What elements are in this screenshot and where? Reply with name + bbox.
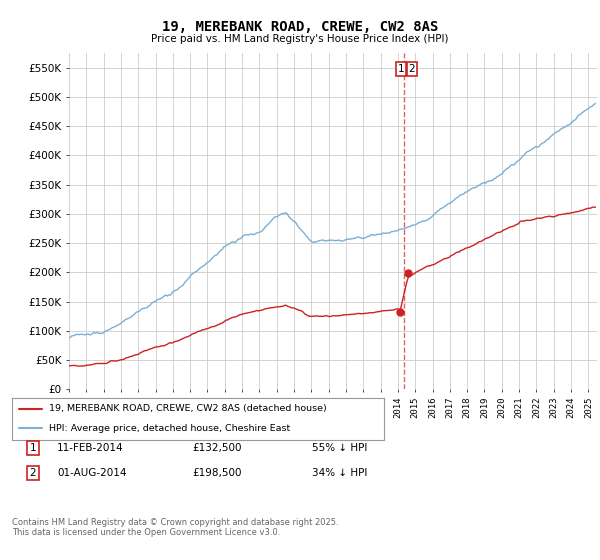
Text: 01-AUG-2014: 01-AUG-2014 xyxy=(57,468,127,478)
Text: 2: 2 xyxy=(29,468,37,478)
Text: 2: 2 xyxy=(409,64,415,74)
Text: Contains HM Land Registry data © Crown copyright and database right 2025.
This d: Contains HM Land Registry data © Crown c… xyxy=(12,518,338,538)
Text: Price paid vs. HM Land Registry's House Price Index (HPI): Price paid vs. HM Land Registry's House … xyxy=(151,34,449,44)
Text: 55% ↓ HPI: 55% ↓ HPI xyxy=(312,443,367,453)
Text: £198,500: £198,500 xyxy=(192,468,241,478)
Text: £132,500: £132,500 xyxy=(192,443,241,453)
Text: 19, MEREBANK ROAD, CREWE, CW2 8AS (detached house): 19, MEREBANK ROAD, CREWE, CW2 8AS (detac… xyxy=(49,404,327,413)
Text: 34% ↓ HPI: 34% ↓ HPI xyxy=(312,468,367,478)
Text: 1: 1 xyxy=(398,64,404,74)
Text: 11-FEB-2014: 11-FEB-2014 xyxy=(57,443,124,453)
Text: HPI: Average price, detached house, Cheshire East: HPI: Average price, detached house, Ches… xyxy=(49,424,290,433)
Text: 1: 1 xyxy=(29,443,37,453)
Text: 19, MEREBANK ROAD, CREWE, CW2 8AS: 19, MEREBANK ROAD, CREWE, CW2 8AS xyxy=(162,20,438,34)
